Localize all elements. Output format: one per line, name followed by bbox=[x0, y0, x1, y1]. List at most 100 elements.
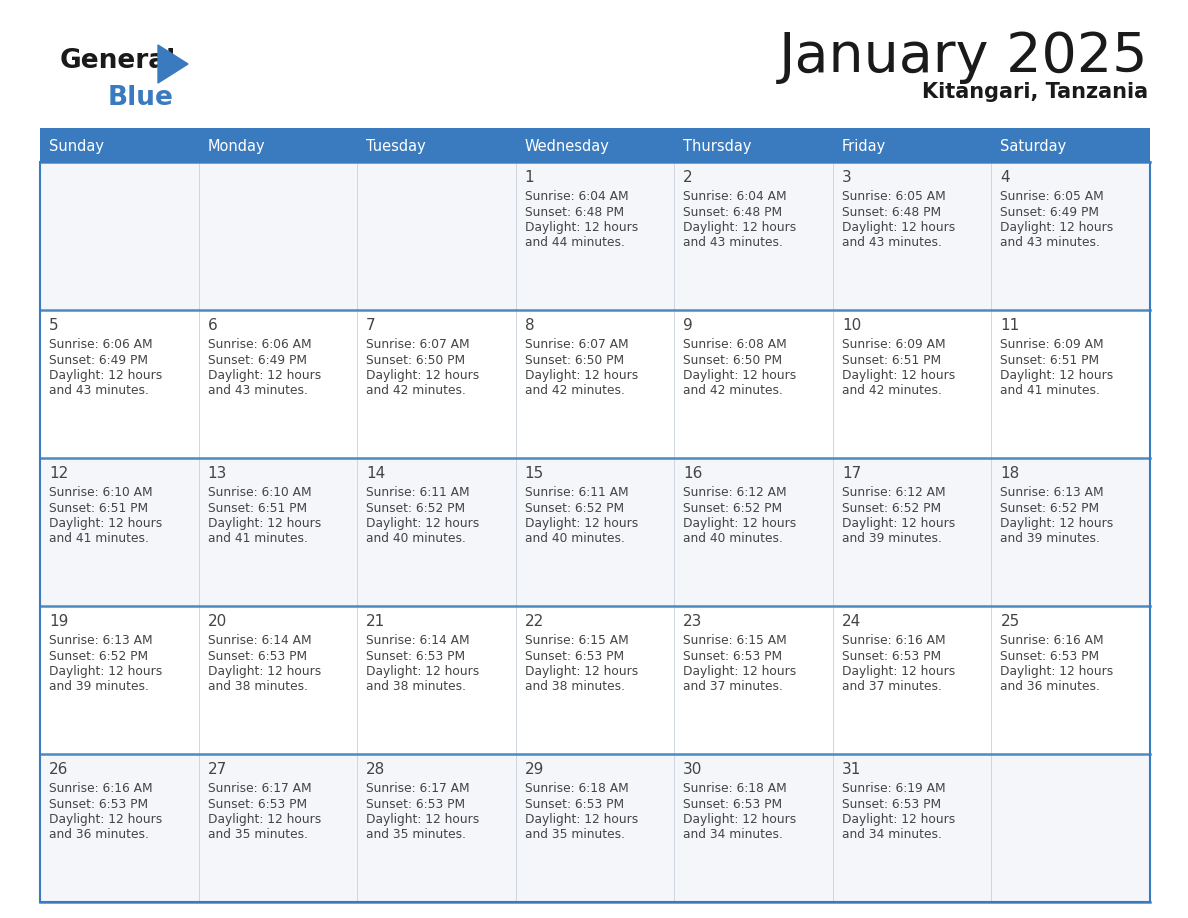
Text: Daylight: 12 hours: Daylight: 12 hours bbox=[366, 665, 480, 678]
Text: Sunrise: 6:05 AM: Sunrise: 6:05 AM bbox=[842, 190, 946, 203]
Text: Sunset: 6:48 PM: Sunset: 6:48 PM bbox=[683, 206, 783, 218]
Text: Sunset: 6:52 PM: Sunset: 6:52 PM bbox=[366, 501, 466, 514]
Text: 24: 24 bbox=[842, 614, 861, 629]
Text: Sunrise: 6:16 AM: Sunrise: 6:16 AM bbox=[1000, 634, 1104, 647]
Text: Daylight: 12 hours: Daylight: 12 hours bbox=[525, 517, 638, 530]
Text: Sunrise: 6:06 AM: Sunrise: 6:06 AM bbox=[208, 338, 311, 351]
Text: General: General bbox=[61, 48, 176, 74]
Text: Sunset: 6:53 PM: Sunset: 6:53 PM bbox=[683, 798, 783, 811]
Text: Daylight: 12 hours: Daylight: 12 hours bbox=[683, 221, 796, 234]
Text: Sunset: 6:49 PM: Sunset: 6:49 PM bbox=[49, 353, 148, 366]
Text: and 35 minutes.: and 35 minutes. bbox=[366, 829, 466, 842]
Text: Kitangari, Tanzania: Kitangari, Tanzania bbox=[922, 82, 1148, 102]
Text: Daylight: 12 hours: Daylight: 12 hours bbox=[49, 517, 163, 530]
Bar bbox=[516, 128, 675, 162]
Text: Daylight: 12 hours: Daylight: 12 hours bbox=[208, 517, 321, 530]
Text: Sunrise: 6:15 AM: Sunrise: 6:15 AM bbox=[525, 634, 628, 647]
Text: Sunrise: 6:11 AM: Sunrise: 6:11 AM bbox=[366, 486, 469, 499]
Bar bbox=[833, 754, 992, 902]
Text: and 34 minutes.: and 34 minutes. bbox=[683, 829, 783, 842]
Text: and 41 minutes.: and 41 minutes. bbox=[1000, 385, 1100, 397]
Text: Daylight: 12 hours: Daylight: 12 hours bbox=[1000, 369, 1113, 382]
Text: Daylight: 12 hours: Daylight: 12 hours bbox=[842, 813, 955, 826]
Text: 1: 1 bbox=[525, 170, 535, 185]
Text: Sunrise: 6:18 AM: Sunrise: 6:18 AM bbox=[683, 782, 786, 795]
Bar bbox=[675, 162, 833, 310]
Text: and 40 minutes.: and 40 minutes. bbox=[525, 532, 625, 545]
Text: Sunset: 6:53 PM: Sunset: 6:53 PM bbox=[683, 650, 783, 663]
Text: Sunrise: 6:04 AM: Sunrise: 6:04 AM bbox=[525, 190, 628, 203]
Bar bbox=[40, 458, 198, 606]
Bar bbox=[198, 162, 358, 310]
Bar bbox=[675, 754, 833, 902]
Text: Sunrise: 6:19 AM: Sunrise: 6:19 AM bbox=[842, 782, 946, 795]
Text: 12: 12 bbox=[49, 466, 68, 481]
Text: Sunset: 6:53 PM: Sunset: 6:53 PM bbox=[208, 798, 307, 811]
Text: Sunrise: 6:10 AM: Sunrise: 6:10 AM bbox=[208, 486, 311, 499]
Text: Sunrise: 6:09 AM: Sunrise: 6:09 AM bbox=[1000, 338, 1104, 351]
Bar bbox=[516, 754, 675, 902]
Text: Sunset: 6:53 PM: Sunset: 6:53 PM bbox=[842, 650, 941, 663]
Text: Sunrise: 6:05 AM: Sunrise: 6:05 AM bbox=[1000, 190, 1104, 203]
Text: and 44 minutes.: and 44 minutes. bbox=[525, 237, 625, 250]
Text: Sunset: 6:50 PM: Sunset: 6:50 PM bbox=[525, 353, 624, 366]
Text: Wednesday: Wednesday bbox=[525, 139, 609, 153]
Text: Sunrise: 6:09 AM: Sunrise: 6:09 AM bbox=[842, 338, 946, 351]
Bar bbox=[358, 458, 516, 606]
Text: and 38 minutes.: and 38 minutes. bbox=[208, 680, 308, 693]
Text: and 43 minutes.: and 43 minutes. bbox=[683, 237, 783, 250]
Text: and 41 minutes.: and 41 minutes. bbox=[208, 532, 308, 545]
Bar bbox=[516, 458, 675, 606]
Text: 6: 6 bbox=[208, 318, 217, 333]
Text: and 43 minutes.: and 43 minutes. bbox=[208, 385, 308, 397]
Text: 25: 25 bbox=[1000, 614, 1019, 629]
Text: Sunset: 6:50 PM: Sunset: 6:50 PM bbox=[683, 353, 783, 366]
Text: Sunset: 6:53 PM: Sunset: 6:53 PM bbox=[366, 798, 466, 811]
Text: Daylight: 12 hours: Daylight: 12 hours bbox=[842, 517, 955, 530]
Text: Sunset: 6:48 PM: Sunset: 6:48 PM bbox=[525, 206, 624, 218]
Text: Sunset: 6:49 PM: Sunset: 6:49 PM bbox=[208, 353, 307, 366]
Text: 17: 17 bbox=[842, 466, 861, 481]
Text: Daylight: 12 hours: Daylight: 12 hours bbox=[842, 369, 955, 382]
Text: Daylight: 12 hours: Daylight: 12 hours bbox=[208, 813, 321, 826]
Text: and 43 minutes.: and 43 minutes. bbox=[1000, 237, 1100, 250]
Text: Sunset: 6:53 PM: Sunset: 6:53 PM bbox=[525, 798, 624, 811]
Text: and 42 minutes.: and 42 minutes. bbox=[683, 385, 783, 397]
Bar bbox=[358, 754, 516, 902]
Text: 20: 20 bbox=[208, 614, 227, 629]
Text: 5: 5 bbox=[49, 318, 58, 333]
Text: Sunrise: 6:06 AM: Sunrise: 6:06 AM bbox=[49, 338, 152, 351]
Bar bbox=[992, 754, 1150, 902]
Text: Daylight: 12 hours: Daylight: 12 hours bbox=[525, 369, 638, 382]
Text: and 40 minutes.: and 40 minutes. bbox=[683, 532, 783, 545]
Text: Daylight: 12 hours: Daylight: 12 hours bbox=[208, 369, 321, 382]
Text: Sunrise: 6:10 AM: Sunrise: 6:10 AM bbox=[49, 486, 152, 499]
Text: and 35 minutes.: and 35 minutes. bbox=[525, 829, 625, 842]
Bar bbox=[198, 754, 358, 902]
Text: 23: 23 bbox=[683, 614, 702, 629]
Text: Sunset: 6:53 PM: Sunset: 6:53 PM bbox=[366, 650, 466, 663]
Bar bbox=[833, 162, 992, 310]
Text: Daylight: 12 hours: Daylight: 12 hours bbox=[49, 665, 163, 678]
Text: Sunrise: 6:12 AM: Sunrise: 6:12 AM bbox=[842, 486, 946, 499]
Bar bbox=[675, 310, 833, 458]
Text: and 39 minutes.: and 39 minutes. bbox=[1000, 532, 1100, 545]
Bar bbox=[675, 128, 833, 162]
Text: Sunset: 6:49 PM: Sunset: 6:49 PM bbox=[1000, 206, 1099, 218]
Text: Sunrise: 6:15 AM: Sunrise: 6:15 AM bbox=[683, 634, 786, 647]
Bar bbox=[358, 162, 516, 310]
Text: Daylight: 12 hours: Daylight: 12 hours bbox=[525, 221, 638, 234]
Text: Sunrise: 6:17 AM: Sunrise: 6:17 AM bbox=[366, 782, 469, 795]
Text: Blue: Blue bbox=[108, 85, 173, 111]
Bar bbox=[198, 606, 358, 754]
Text: Sunrise: 6:07 AM: Sunrise: 6:07 AM bbox=[525, 338, 628, 351]
Text: Sunset: 6:48 PM: Sunset: 6:48 PM bbox=[842, 206, 941, 218]
Text: and 34 minutes.: and 34 minutes. bbox=[842, 829, 942, 842]
Text: Sunrise: 6:08 AM: Sunrise: 6:08 AM bbox=[683, 338, 786, 351]
Text: and 36 minutes.: and 36 minutes. bbox=[1000, 680, 1100, 693]
Text: Daylight: 12 hours: Daylight: 12 hours bbox=[525, 813, 638, 826]
Bar bbox=[40, 128, 1150, 902]
Text: Sunset: 6:52 PM: Sunset: 6:52 PM bbox=[525, 501, 624, 514]
Bar bbox=[992, 606, 1150, 754]
Text: 29: 29 bbox=[525, 762, 544, 777]
